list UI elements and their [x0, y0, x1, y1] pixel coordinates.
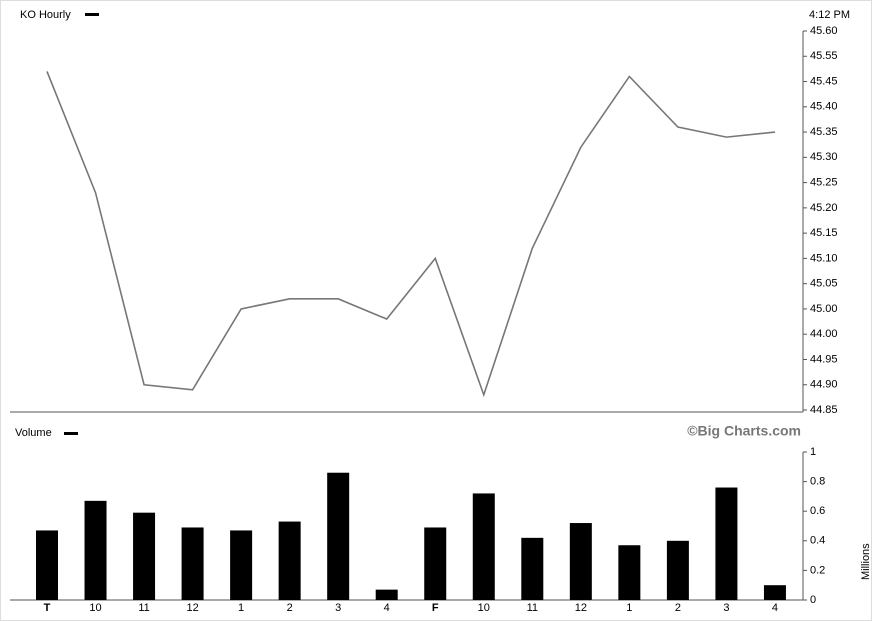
x-tick-label: 10: [478, 602, 490, 614]
y-tick-label: 45.60: [810, 25, 838, 37]
volume-title: Volume: [15, 427, 52, 439]
y-tick-label: 45.00: [810, 303, 838, 315]
x-tick-label: 1: [238, 602, 244, 614]
volume-bar: [230, 530, 253, 600]
x-tick-label: 10: [89, 602, 101, 614]
x-tick-label: 12: [186, 602, 198, 614]
y-tick-label: 44.00: [810, 328, 838, 340]
y-tick-label: 45.20: [810, 202, 838, 214]
x-tick-label: F: [432, 602, 439, 614]
legend-swatch: [64, 432, 78, 435]
volume-bar: [133, 512, 156, 600]
y-tick-label: 45.05: [810, 278, 838, 290]
volume-bar: [569, 523, 592, 600]
volume-bar: [763, 585, 786, 600]
y-tick-label: 0.4: [810, 535, 825, 547]
y-tick-label: 0.6: [810, 505, 825, 517]
y-tick-label: 45.30: [810, 151, 838, 163]
x-tick-label: 4: [772, 602, 778, 614]
x-tick-label: 3: [335, 602, 341, 614]
volume-bar: [472, 493, 495, 600]
y-tick-label: 0.8: [810, 476, 825, 488]
y-axis-label: Millions: [860, 543, 872, 580]
y-tick-label: 45.15: [810, 227, 838, 239]
x-tick-label: T: [44, 602, 51, 614]
y-tick-label: 45.55: [810, 50, 838, 62]
x-tick-label: 2: [675, 602, 681, 614]
x-tick-label: 4: [384, 602, 390, 614]
y-tick-label: 0: [810, 594, 816, 606]
y-tick-label: 44.90: [810, 379, 838, 391]
legend-swatch: [85, 13, 99, 16]
y-tick-label: 45.45: [810, 75, 838, 87]
chart-title: KO Hourly: [20, 9, 71, 21]
y-tick-label: 44.95: [810, 353, 838, 365]
volume-bar: [84, 500, 107, 600]
y-tick-label: 44.85: [810, 404, 838, 416]
x-tick-label: 11: [138, 602, 149, 614]
volume-bar: [278, 521, 301, 600]
volume-bar: [181, 527, 204, 600]
volume-bar: [715, 487, 738, 600]
volume-bar: [375, 589, 398, 600]
volume-bar: [36, 530, 58, 600]
y-tick-label: 1: [810, 446, 816, 458]
volume-bar: [666, 540, 689, 600]
x-tick-label: 3: [723, 602, 729, 614]
volume-bar: [327, 472, 350, 600]
y-tick-label: 45.10: [810, 252, 838, 264]
volume-bar: [618, 545, 641, 600]
x-tick-label: 12: [575, 602, 587, 614]
y-tick-label: 45.25: [810, 177, 838, 189]
volume-bar: [424, 527, 447, 600]
volume-bar: [521, 537, 544, 600]
x-tick-label: 1: [626, 602, 632, 614]
x-tick-label: 11: [527, 602, 538, 614]
price-line: [46, 71, 776, 398]
timestamp: 4:12 PM: [809, 9, 850, 21]
y-tick-label: 0.2: [810, 564, 825, 576]
x-tick-label: 2: [287, 602, 293, 614]
y-tick-label: 45.35: [810, 126, 838, 138]
credit: ©Big Charts.com: [687, 423, 801, 439]
y-tick-label: 45.40: [810, 101, 838, 113]
